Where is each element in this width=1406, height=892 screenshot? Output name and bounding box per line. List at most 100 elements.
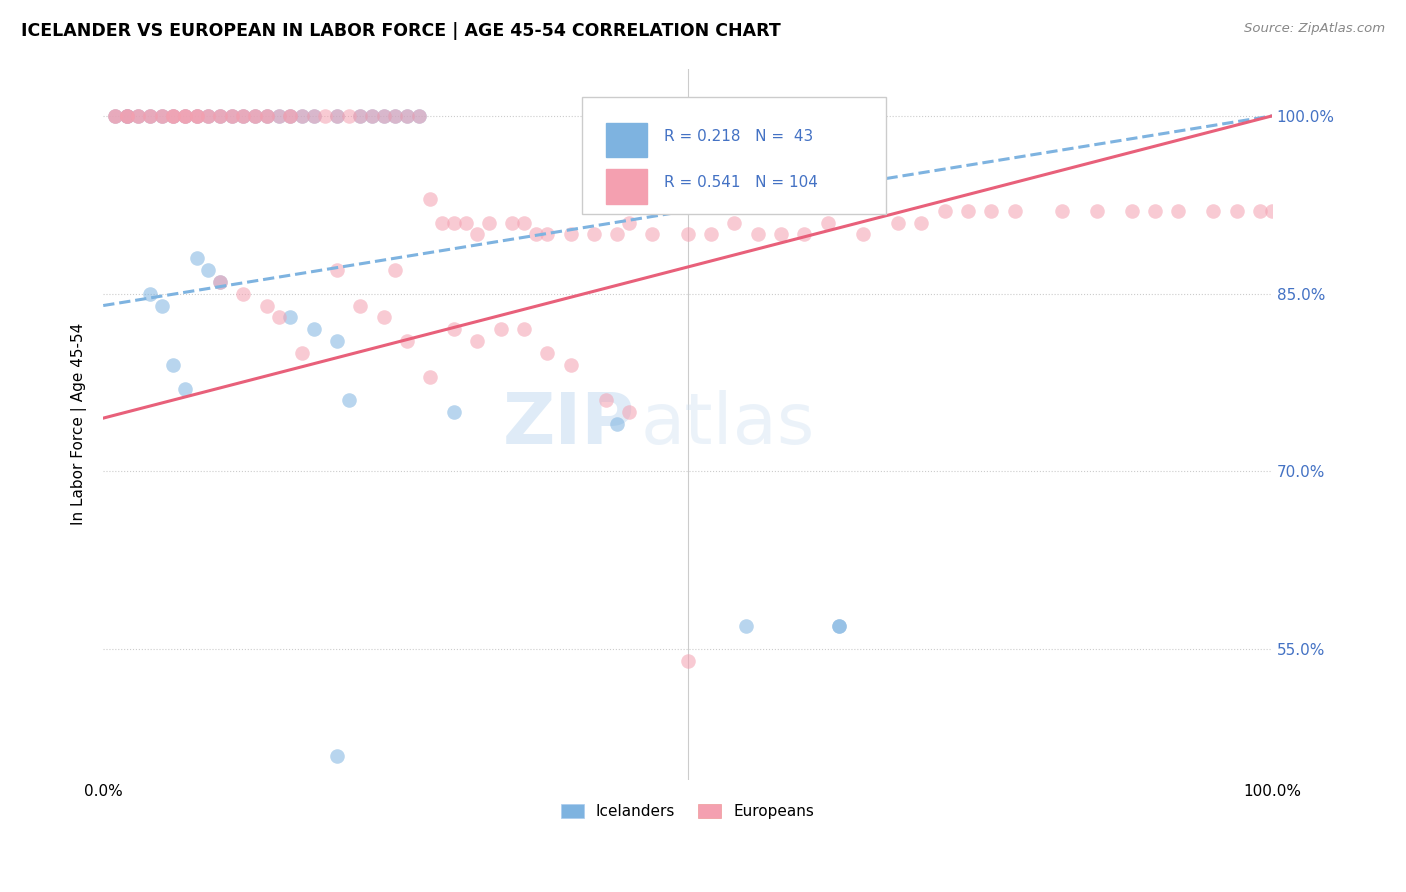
Point bbox=[278, 310, 301, 325]
Point bbox=[349, 109, 371, 123]
Point bbox=[209, 275, 232, 289]
Point bbox=[1004, 203, 1026, 218]
Point bbox=[232, 109, 254, 123]
Point bbox=[197, 109, 219, 123]
Point bbox=[127, 109, 149, 123]
FancyBboxPatch shape bbox=[582, 97, 886, 214]
Point bbox=[617, 405, 640, 419]
Point bbox=[115, 109, 138, 123]
Point bbox=[256, 109, 278, 123]
Point bbox=[723, 216, 745, 230]
Point bbox=[127, 109, 149, 123]
Point bbox=[162, 109, 184, 123]
Point bbox=[243, 109, 266, 123]
Point bbox=[419, 369, 441, 384]
Point bbox=[536, 346, 558, 360]
Point bbox=[617, 216, 640, 230]
Point bbox=[887, 216, 910, 230]
Text: Source: ZipAtlas.com: Source: ZipAtlas.com bbox=[1244, 22, 1385, 36]
Point bbox=[115, 109, 138, 123]
Point bbox=[1085, 203, 1108, 218]
Point bbox=[127, 109, 149, 123]
Point bbox=[396, 109, 419, 123]
Point bbox=[115, 109, 138, 123]
Point bbox=[828, 618, 851, 632]
Point bbox=[606, 227, 628, 242]
Point bbox=[186, 109, 208, 123]
Point bbox=[583, 227, 606, 242]
FancyBboxPatch shape bbox=[606, 123, 647, 157]
Point bbox=[419, 192, 441, 206]
Point bbox=[478, 216, 501, 230]
Point bbox=[162, 109, 184, 123]
Point bbox=[957, 203, 980, 218]
Text: ZIP: ZIP bbox=[503, 390, 636, 458]
FancyBboxPatch shape bbox=[606, 169, 647, 203]
Point bbox=[291, 109, 314, 123]
Point bbox=[384, 109, 406, 123]
Point bbox=[139, 109, 162, 123]
Point bbox=[314, 109, 336, 123]
Point bbox=[174, 109, 197, 123]
Point bbox=[560, 227, 582, 242]
Point bbox=[278, 109, 301, 123]
Point bbox=[373, 109, 395, 123]
Point bbox=[104, 109, 127, 123]
Point bbox=[221, 109, 243, 123]
Point bbox=[326, 334, 349, 348]
Point bbox=[747, 227, 769, 242]
Point bbox=[349, 299, 371, 313]
Point bbox=[408, 109, 430, 123]
Point bbox=[1050, 203, 1073, 218]
Point bbox=[186, 109, 208, 123]
Point bbox=[676, 654, 699, 668]
Point bbox=[174, 109, 197, 123]
Point bbox=[910, 216, 932, 230]
Point bbox=[150, 109, 173, 123]
Point bbox=[770, 227, 793, 242]
Point bbox=[361, 109, 384, 123]
Point bbox=[361, 109, 384, 123]
Point bbox=[1261, 203, 1284, 218]
Point bbox=[443, 322, 465, 336]
Point bbox=[1249, 203, 1271, 218]
Point bbox=[162, 358, 184, 372]
Point bbox=[828, 618, 851, 632]
Point bbox=[186, 109, 208, 123]
Point bbox=[465, 227, 488, 242]
Point bbox=[302, 322, 325, 336]
Point bbox=[256, 299, 278, 313]
Point bbox=[326, 109, 349, 123]
Point bbox=[735, 618, 758, 632]
Text: ICELANDER VS EUROPEAN IN LABOR FORCE | AGE 45-54 CORRELATION CHART: ICELANDER VS EUROPEAN IN LABOR FORCE | A… bbox=[21, 22, 780, 40]
Point bbox=[443, 405, 465, 419]
Point bbox=[174, 109, 197, 123]
Point bbox=[326, 109, 349, 123]
Point bbox=[700, 227, 723, 242]
Legend: Icelanders, Europeans: Icelanders, Europeans bbox=[555, 797, 820, 825]
Point bbox=[139, 109, 162, 123]
Point bbox=[443, 216, 465, 230]
Point bbox=[1202, 203, 1225, 218]
Point bbox=[373, 109, 395, 123]
Point bbox=[197, 109, 219, 123]
Point bbox=[793, 227, 815, 242]
Point bbox=[139, 286, 162, 301]
Point bbox=[1167, 203, 1189, 218]
Point bbox=[1121, 203, 1143, 218]
Point bbox=[150, 109, 173, 123]
Point bbox=[221, 109, 243, 123]
Point bbox=[337, 109, 360, 123]
Point bbox=[513, 216, 536, 230]
Point bbox=[232, 109, 254, 123]
Point bbox=[186, 109, 208, 123]
Point bbox=[209, 109, 232, 123]
Point bbox=[676, 227, 699, 242]
Point bbox=[115, 109, 138, 123]
Point bbox=[817, 216, 839, 230]
Point bbox=[852, 227, 875, 242]
Point bbox=[337, 393, 360, 408]
Point bbox=[104, 109, 127, 123]
Point bbox=[326, 748, 349, 763]
Point bbox=[1144, 203, 1167, 218]
